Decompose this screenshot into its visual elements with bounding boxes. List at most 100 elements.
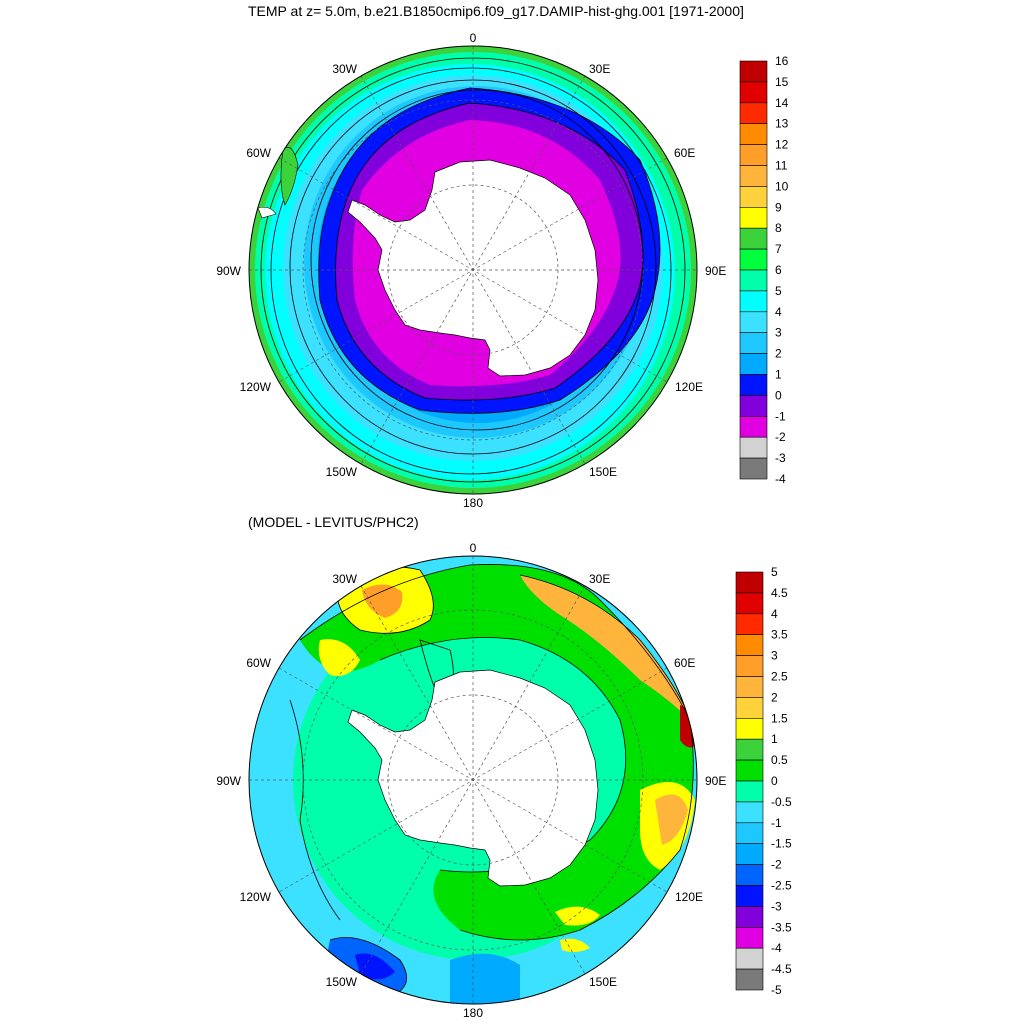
colorbar-swatch [739, 60, 768, 83]
map-model-minus-levitus: 0 180 90W 90E 30W 30E 60W 60E 120W 120E … [216, 541, 726, 1020]
colorbar-swatch [735, 843, 764, 865]
colorbar-swatch [739, 290, 768, 313]
colorbar-label: 2 [775, 347, 782, 361]
lon-label-30e: 30E [589, 62, 610, 76]
lon-label-150e: 150E [589, 465, 617, 479]
colorbar-label: 13 [775, 117, 789, 131]
lon-label-120e: 120E [675, 890, 703, 904]
lon-label-90w: 90W [216, 774, 241, 788]
lon-label-180: 180 [463, 496, 483, 510]
colorbar-swatch [735, 655, 764, 677]
colorbar-swatch [739, 207, 768, 229]
colorbar-swatch [739, 374, 768, 396]
colorbar-label: -4 [771, 941, 782, 955]
colorbar-difference: 5 4.5 4 3.5 3 2.5 2 1.5 1 0.5 0 -0.5 -1 -1.5 -2 -2.5 -3 -… [735, 565, 792, 997]
colorbar-label: 5 [771, 565, 778, 579]
lon-label-30w: 30W [332, 62, 357, 76]
colorbar-label: 0.5 [771, 753, 788, 767]
colorbar-swatch [735, 947, 764, 970]
colorbar-label: -1.5 [771, 837, 792, 851]
lon-label-120w: 120W [240, 890, 272, 904]
lon-label-60e: 60E [674, 146, 695, 160]
colorbar-swatch [739, 415, 768, 438]
lon-label-60e: 60E [674, 656, 695, 670]
colorbar-label: 4.5 [771, 586, 788, 600]
colorbar-label: 15 [775, 75, 789, 89]
colorbar-label: 16 [775, 54, 789, 68]
colorbar-swatch [735, 926, 764, 949]
lon-label-60w: 60W [246, 656, 271, 670]
colorbar-swatch [739, 311, 768, 333]
colorbar-swatch [739, 269, 768, 292]
colorbar-swatch [735, 968, 764, 991]
colorbar-swatch [735, 906, 764, 928]
lon-label-150e: 150E [589, 975, 617, 989]
colorbar-swatch [739, 144, 768, 166]
colorbar-label: 7 [775, 242, 782, 256]
colorbar-label: 4 [775, 305, 782, 319]
colorbar-swatch [735, 634, 764, 656]
colorbar-label: -3.5 [771, 920, 792, 934]
colorbar-swatch [739, 436, 768, 459]
colorbar-label: -1 [775, 409, 786, 423]
colorbar-label: 1 [771, 732, 778, 746]
colorbar-label: 3 [775, 326, 782, 340]
lon-label-150w: 150W [326, 465, 358, 479]
colorbar-label: -1 [771, 816, 782, 830]
panel-title-difference: (MODEL - LEVITUS/PHC2) [248, 514, 419, 530]
lon-label-60w: 60W [246, 146, 271, 160]
colorbar-swatch [735, 759, 764, 782]
colorbar-swatch [735, 676, 764, 698]
lon-label-120w: 120W [240, 380, 272, 394]
colorbar-label: -3 [771, 899, 782, 913]
lon-label-150w: 150W [326, 975, 358, 989]
colorbar-swatch [735, 822, 764, 844]
colorbar-label: -2 [775, 430, 786, 444]
colorbar-label: 1.5 [771, 711, 788, 725]
colorbar-swatch [735, 864, 764, 886]
colorbar-label: 3 [771, 649, 778, 663]
colorbar-label: 11 [775, 159, 788, 173]
colorbar-swatch [739, 227, 768, 250]
colorbar-label: 12 [775, 138, 789, 152]
colorbar-label: -4 [775, 472, 786, 486]
map-temperature: 0 180 90W 90E 30W 30E 60W 60E 120W 120E … [216, 31, 726, 510]
colorbar-label: 1 [775, 368, 782, 382]
colorbar-swatch [739, 457, 768, 480]
colorbar-label: -2 [771, 858, 782, 872]
lon-label-90e: 90E [705, 264, 726, 278]
colorbar-label: 10 [775, 179, 789, 193]
colorbar-swatch [735, 613, 764, 635]
panel-title-temperature: TEMP at z= 5.0m, b.e21.B1850cmip6.f09_g1… [248, 3, 744, 19]
colorbar-swatch [739, 123, 768, 145]
colorbar-swatch [735, 801, 764, 824]
lon-label-180: 180 [463, 1006, 483, 1020]
colorbar-swatch [735, 885, 764, 907]
lon-label-0: 0 [470, 541, 477, 555]
lon-label-30e: 30E [589, 572, 610, 586]
colorbar-swatch [739, 81, 768, 104]
colorbar-label: 14 [775, 96, 789, 110]
lon-label-120e: 120E [675, 380, 703, 394]
colorbar-swatch [735, 780, 764, 803]
colorbar-label: 0 [771, 774, 778, 788]
colorbar-swatch [739, 332, 768, 354]
colorbar-label: 2 [771, 690, 778, 704]
colorbar-label: 8 [775, 221, 782, 235]
lon-label-90e: 90E [705, 774, 726, 788]
colorbar-swatch [739, 102, 768, 125]
colorbar-label: -2.5 [771, 879, 792, 893]
lon-label-30w: 30W [332, 572, 357, 586]
colorbar-swatch [735, 738, 764, 761]
lon-label-90w: 90W [216, 264, 241, 278]
colorbar-swatch [735, 571, 764, 594]
colorbar-swatch [739, 186, 768, 208]
colorbar-label: -5 [771, 983, 782, 997]
colorbar-label: 2.5 [771, 670, 788, 684]
colorbar-swatch [739, 353, 768, 375]
colorbar-label: 5 [775, 284, 782, 298]
colorbar-swatch [739, 165, 768, 187]
colorbar-label: 6 [775, 263, 782, 277]
